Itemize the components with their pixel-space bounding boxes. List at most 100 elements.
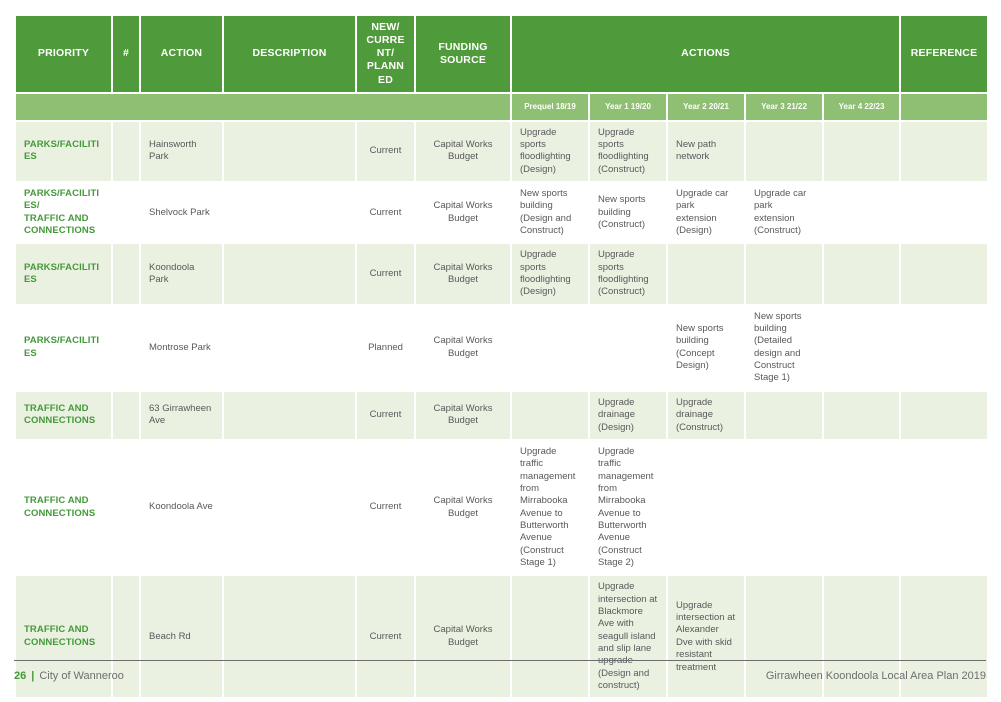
number-cell	[111, 389, 140, 440]
year-cell-year4	[821, 119, 901, 182]
action-plan-table: PRIORITY # ACTION DESCRIPTION NEW/ CURRE…	[14, 14, 988, 702]
reference-cell	[899, 574, 988, 699]
priority-cell: PARKS/FACILITIES	[14, 303, 112, 391]
funding-cell: Capital Works Budget	[414, 180, 511, 244]
description-cell	[222, 389, 356, 440]
table-row: TRAFFIC AND CONNECTIONS Koondoola Ave Curr…	[14, 438, 988, 576]
year-header-row: Prequel 18/19 Year 1 19/20 Year 2 20/21 …	[14, 91, 988, 121]
year-cell-year1	[588, 303, 667, 391]
table-row: PARKS/FACILITIES Montrose Park Planned Capi…	[14, 303, 988, 391]
year-cell-year2: Upgrade intersection at Alexander Dve wi…	[666, 574, 745, 699]
table-row: PARKS/FACILITIES Hainsworth Park Current Ca…	[14, 119, 988, 182]
year-cell-year3	[744, 574, 823, 699]
funding-cell: Capital Works Budget	[414, 389, 511, 440]
table-row: PARKS/FACILITIES Koondoola Park Current Cap…	[14, 242, 988, 305]
funding-cell	[414, 697, 511, 702]
year-cell-year2	[666, 438, 745, 576]
col-header-number: #	[111, 14, 140, 93]
description-cell	[222, 242, 356, 305]
description-cell	[222, 574, 356, 699]
year-cell-year3	[744, 389, 823, 440]
year-cell-prequel	[510, 303, 589, 391]
reference-cell	[899, 438, 988, 576]
priority-cell: PARKS/FACILITIES	[14, 242, 112, 305]
header-row: PRIORITY # ACTION DESCRIPTION NEW/ CURRE…	[14, 14, 988, 93]
footer-right-text: Girrawheen Koondoola Local Area Plan 201…	[765, 670, 986, 682]
year-cell-year3	[744, 242, 823, 305]
reference-cell	[899, 180, 988, 244]
funding-cell: Capital Works Budget	[414, 574, 511, 699]
col-header-actions: ACTIONS	[509, 14, 901, 93]
year-cell-year1: New sports building (Construct)	[588, 180, 667, 244]
year-cell-year2: Upgrade car park extension (Design)	[666, 180, 745, 244]
description-cell	[222, 180, 356, 244]
status-cell: Planned	[355, 303, 415, 391]
col-header-description: DESCRIPTION	[222, 14, 356, 93]
page-footer: 26 | City of Wanneroo Girrawheen Koondoola…	[14, 660, 986, 682]
year-cell-prequel: Upgrade sports floodlighting (Design)	[510, 119, 589, 182]
year-cell-prequel: Upgrade traffic management from Mirraboo…	[510, 438, 589, 576]
table-header: PRIORITY # ACTION DESCRIPTION NEW/ CURRE…	[14, 14, 988, 121]
year-header-prequel: Prequel 18/19	[510, 91, 589, 121]
status-cell: Current	[355, 180, 415, 244]
year-cell-year4	[821, 242, 901, 305]
table-row: TRAFFIC AND CONNECTIONS Beach Rd Current Ca…	[14, 574, 988, 699]
year-cell-year1: Upgrade sports floodlighting (Construct)	[588, 119, 667, 182]
table-row: FACILITIES Girrawheen Hub Current Carpet re…	[14, 697, 988, 702]
col-header-priority: PRIORITY	[14, 14, 112, 93]
funding-cell: Capital Works Budget	[414, 303, 511, 391]
year-cell-year1: Upgrade intersection at Blackmore Ave wi…	[588, 574, 667, 699]
status-cell: Current	[355, 389, 415, 440]
funding-cell: Capital Works Budget	[414, 242, 511, 305]
year-header-year3: Year 3 21/22	[744, 91, 823, 121]
action-cell: Girrawheen Hub	[139, 697, 223, 702]
year-header-year1: Year 1 19/20	[588, 91, 667, 121]
description-cell	[222, 303, 356, 391]
subheader-reference-spacer	[899, 91, 988, 121]
year-cell-year4	[821, 389, 901, 440]
col-header-reference: REFERENCE	[899, 14, 988, 93]
number-cell	[111, 303, 140, 391]
action-cell: Montrose Park	[139, 303, 223, 391]
number-cell	[111, 119, 140, 182]
status-cell: Current	[355, 697, 415, 702]
footer-left: 26 | City of Wanneroo	[14, 670, 124, 682]
year-cell-year1: Carpet renewal, Air-conditioning renewal…	[588, 697, 667, 702]
col-header-status: NEW/ CURRENT/ PLANNED	[355, 14, 415, 93]
table-body: PARKS/FACILITIES Hainsworth Park Current Ca…	[14, 119, 988, 702]
year-cell-year3	[744, 697, 823, 702]
action-cell: 63 Girrawheen Ave	[139, 389, 223, 440]
number-cell	[111, 242, 140, 305]
year-cell-prequel: Upgrade sports floodlighting (Design)	[510, 242, 589, 305]
priority-cell: TRAFFIC AND CONNECTIONS	[14, 438, 112, 576]
year-cell-year1: Upgrade drainage (Design)	[588, 389, 667, 440]
reference-cell	[899, 389, 988, 440]
action-cell: Beach Rd	[139, 574, 223, 699]
col-header-funding: FUNDING SOURCE	[414, 14, 511, 93]
status-cell: Current	[355, 438, 415, 576]
reference-cell	[899, 119, 988, 182]
year-cell-year4	[821, 574, 901, 699]
year-cell-year4	[821, 303, 901, 391]
priority-cell: PARKS/FACILITIES	[14, 119, 112, 182]
year-cell-year2	[666, 242, 745, 305]
action-cell: Koondoola Ave	[139, 438, 223, 576]
year-header-year2: Year 2 20/21	[666, 91, 745, 121]
funding-cell: Capital Works Budget	[414, 438, 511, 576]
priority-cell: FACILITIES	[14, 697, 112, 702]
number-cell	[111, 180, 140, 244]
year-cell-year3	[744, 119, 823, 182]
footer-rule	[14, 660, 986, 661]
description-cell	[222, 438, 356, 576]
year-header-year4: Year 4 22/23	[821, 91, 901, 121]
status-cell: Current	[355, 242, 415, 305]
reference-cell	[899, 242, 988, 305]
year-cell-year4	[821, 438, 901, 576]
year-cell-year3: Upgrade car park extension (Construct)	[744, 180, 823, 244]
status-cell: Current	[355, 574, 415, 699]
year-cell-year4	[821, 697, 901, 702]
footer-left-text: City of Wanneroo	[39, 670, 124, 682]
year-cell-year4	[821, 180, 901, 244]
year-cell-year2: New path network	[666, 119, 745, 182]
